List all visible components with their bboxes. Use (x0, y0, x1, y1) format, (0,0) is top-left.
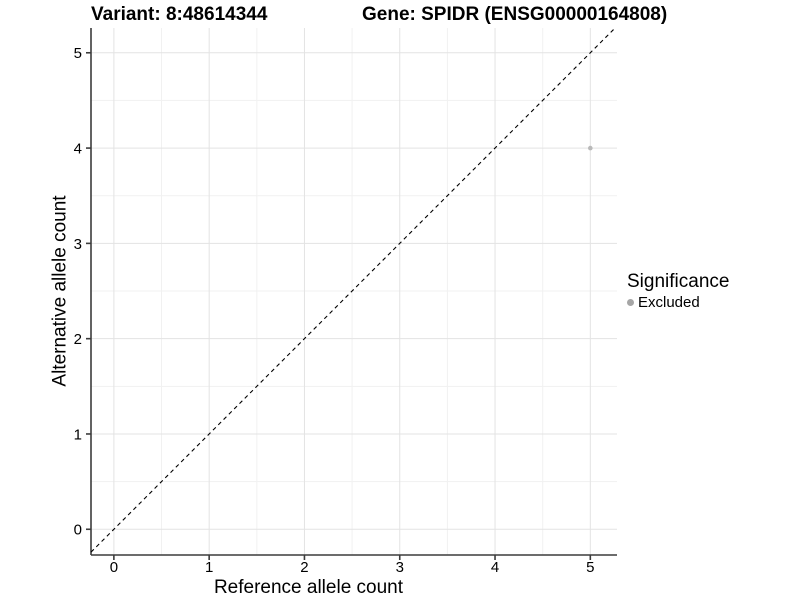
x-tick-label: 4 (491, 559, 499, 576)
legend-item-excluded: Excluded (627, 294, 729, 311)
plot-title-gene: Gene: SPIDR (ENSG00000164808) (362, 4, 668, 25)
x-axis-title: Reference allele count (213, 577, 404, 598)
legend-title: Significance (627, 271, 730, 292)
plot-title-variant: Variant: 8:48614344 (91, 4, 268, 25)
y-axis-title: Alternative allele count (49, 195, 71, 387)
y-tick-label: 4 (74, 140, 82, 157)
y-tick-label: 1 (74, 426, 82, 443)
x-tick-label: 3 (396, 559, 404, 576)
x-tick-label: 2 (300, 559, 308, 576)
y-tick-label: 5 (74, 45, 82, 62)
x-tick-label: 5 (586, 559, 594, 576)
legend-item-label: Excluded (638, 294, 700, 311)
identity-dashed-line (90, 27, 616, 553)
legend: Significance Excluded (627, 271, 729, 311)
x-tick-label: 0 (110, 559, 118, 576)
legend-marker-circle-icon (627, 299, 634, 306)
y-tick-label: 3 (74, 236, 82, 253)
x-tick-label: 1 (205, 559, 213, 576)
y-tick-label: 0 (74, 522, 82, 539)
y-tick-label: 2 (74, 331, 82, 348)
data-point (588, 145, 593, 151)
